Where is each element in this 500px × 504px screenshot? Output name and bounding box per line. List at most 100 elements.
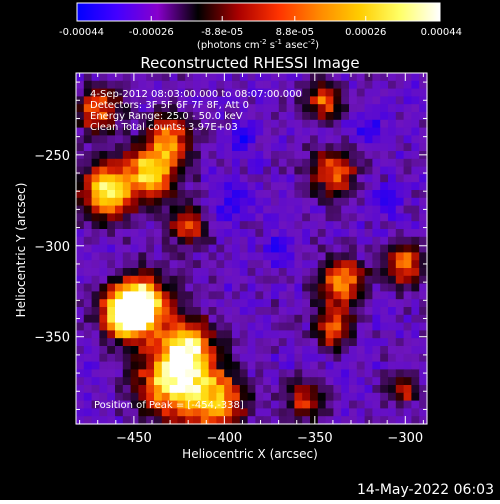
heatmap-cell <box>146 283 155 292</box>
heatmap-cell <box>388 143 397 152</box>
heatmap-cell <box>99 182 108 191</box>
heatmap-cell <box>310 127 319 136</box>
heatmap-cell <box>239 392 249 402</box>
heatmap-cell <box>107 236 116 246</box>
heatmap-cell <box>138 377 147 386</box>
heatmap-cell <box>200 151 210 160</box>
heatmap-cell <box>310 151 319 160</box>
heatmap-cell <box>154 283 163 292</box>
heatmap-cell <box>395 244 405 253</box>
heatmap-cell <box>216 268 225 277</box>
heatmap-cell <box>419 119 428 129</box>
heatmap-cell <box>255 158 264 168</box>
heatmap-cell <box>239 119 249 129</box>
heatmap-cell <box>130 416 139 425</box>
heatmap-cell <box>122 307 132 316</box>
heatmap-cell <box>161 408 171 417</box>
heatmap-cell <box>286 385 295 394</box>
heatmap-cell <box>333 205 342 214</box>
heatmap-cell <box>76 166 85 175</box>
heatmap-cell <box>364 353 373 363</box>
heatmap-cell <box>310 80 319 90</box>
heatmap-cell <box>224 361 233 370</box>
heatmap-cell <box>122 197 132 207</box>
x-tick-label: −300 <box>387 431 423 446</box>
heatmap-cell <box>216 166 225 175</box>
heatmap-cell <box>388 158 397 168</box>
heatmap-cell <box>247 143 256 152</box>
heatmap-cell <box>107 408 116 417</box>
heatmap-cell <box>419 346 428 355</box>
heatmap-cell <box>380 244 389 253</box>
heatmap-cell <box>286 416 295 425</box>
heatmap-cell <box>177 73 186 82</box>
heatmap-cell <box>177 158 186 168</box>
heatmap-cell <box>99 400 108 409</box>
heatmap-cell <box>208 143 217 152</box>
heatmap-cell <box>255 190 264 199</box>
heatmap-cell <box>380 182 389 191</box>
heatmap-cell <box>247 307 256 316</box>
heatmap-cell <box>169 314 178 324</box>
heatmap-cell <box>122 338 132 347</box>
heatmap-cell <box>403 205 412 214</box>
heatmap-cell <box>138 119 147 129</box>
heatmap-cell <box>146 205 155 214</box>
heatmap-cell <box>278 244 288 253</box>
heatmap-cell <box>278 252 288 261</box>
heatmap-cell <box>271 283 280 292</box>
heatmap-cell <box>286 190 295 199</box>
heatmap-cell <box>130 283 139 292</box>
heatmap-cell <box>177 283 186 292</box>
heatmap-cell <box>349 283 358 292</box>
heatmap-cell <box>372 229 381 238</box>
heatmap-cell <box>146 361 155 370</box>
heatmap-cell <box>232 119 241 129</box>
heatmap-cell <box>185 236 194 246</box>
heatmap-cell <box>364 314 373 324</box>
heatmap-cell <box>91 221 100 230</box>
heatmap-cell <box>255 338 264 347</box>
heatmap-cell <box>349 400 358 409</box>
heatmap-cell <box>185 385 194 394</box>
heatmap-cell <box>122 330 132 339</box>
heatmap-cell <box>239 377 249 386</box>
heatmap-cell <box>130 330 139 339</box>
heatmap-cell <box>310 385 319 394</box>
heatmap-cell <box>349 197 358 207</box>
heatmap-cell <box>193 190 202 199</box>
heatmap-cell <box>411 338 420 347</box>
heatmap-cell <box>317 96 327 105</box>
heatmap-cell <box>161 205 171 214</box>
heatmap-cell <box>302 385 311 394</box>
heatmap-cell <box>411 112 420 121</box>
heatmap-cell <box>395 88 405 97</box>
heatmap-cell <box>286 197 295 207</box>
heatmap-cell <box>154 416 163 425</box>
heatmap-cell <box>216 400 225 409</box>
heatmap-cell <box>278 392 288 402</box>
heatmap-cell <box>91 361 100 370</box>
heatmap-cell <box>388 377 397 386</box>
heatmap-cell <box>216 236 225 246</box>
heatmap-cell <box>185 197 194 207</box>
heatmap-cell <box>278 416 288 425</box>
heatmap-cell <box>294 260 303 269</box>
heatmap-cell <box>380 213 389 222</box>
heatmap-cell <box>239 283 249 292</box>
heatmap-cell <box>286 291 295 300</box>
heatmap-cell <box>294 158 303 168</box>
heatmap-cell <box>349 314 358 324</box>
heatmap-cell <box>388 73 397 82</box>
heatmap-cell <box>364 385 373 394</box>
heatmap-cell <box>216 119 225 129</box>
heatmap-cell <box>364 143 373 152</box>
heatmap-cell <box>99 260 108 269</box>
heatmap-cell <box>302 314 311 324</box>
heatmap-cell <box>255 291 264 300</box>
heatmap-cell <box>271 213 280 222</box>
heatmap-cell <box>255 174 264 183</box>
heatmap-cell <box>107 353 116 363</box>
heatmap-cell <box>161 400 171 409</box>
heatmap-cell <box>200 400 210 409</box>
